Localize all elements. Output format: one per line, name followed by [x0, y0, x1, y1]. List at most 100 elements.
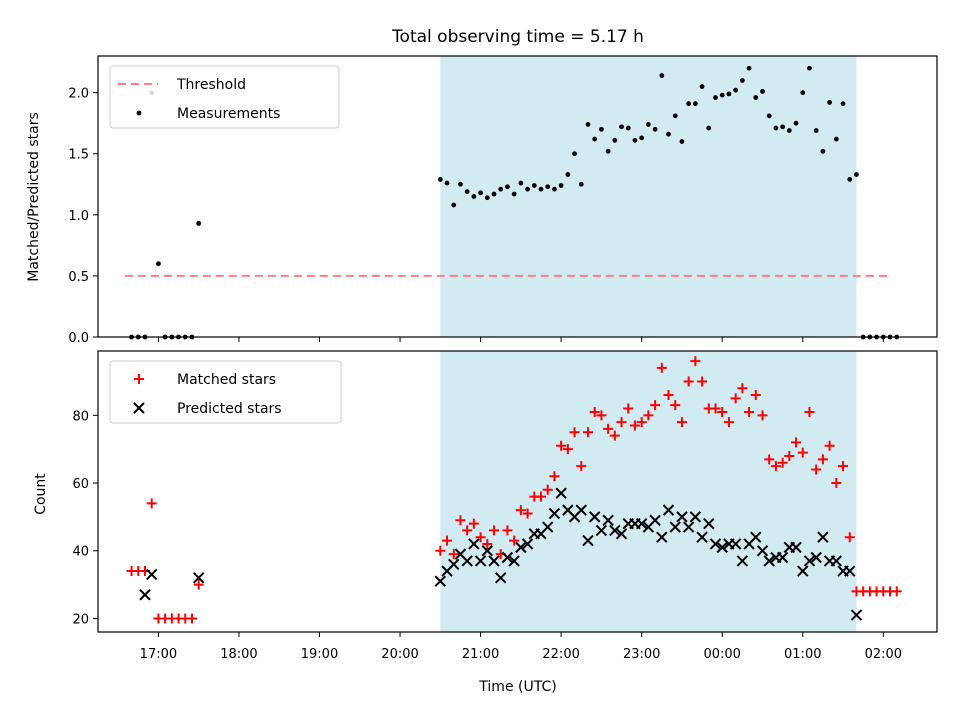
predicted-stars-point: [830, 555, 843, 567]
measurements-point: [558, 183, 564, 188]
measurements-point: [572, 151, 577, 157]
matched-stars-point: [482, 538, 493, 549]
matched-stars-point: [670, 400, 681, 411]
x-tick-label: 02:00: [865, 647, 902, 662]
predicted-stars-point: [145, 568, 158, 581]
matched-stars-point: [582, 427, 593, 438]
y-tick-label: 2.0: [68, 87, 89, 102]
measurements-point: [733, 87, 739, 93]
predicted-stars-point: [508, 555, 520, 567]
predicted-stars-point: [575, 504, 587, 516]
measurements-point: [619, 124, 624, 130]
matched-stars-point: [723, 417, 734, 428]
measurements-point: [478, 190, 483, 196]
count-y-axis-label: Count: [33, 473, 49, 515]
matched-stars-point: [697, 376, 708, 387]
x-tick-label: 00:00: [703, 647, 740, 662]
measurements-point: [746, 65, 752, 71]
matched-stars-point: [616, 417, 627, 428]
plot-frame: [97, 350, 938, 633]
predicted-stars-point: [709, 538, 722, 550]
matched-stars-point: [744, 406, 755, 417]
matched-stars-point: [442, 535, 453, 546]
matched-stars-point: [844, 532, 855, 543]
measurements-point: [605, 148, 611, 154]
matched-stars-point: [186, 613, 197, 624]
measurements-point: [666, 131, 671, 137]
measurements-point: [525, 186, 530, 192]
predicted-stars-point: [521, 538, 534, 550]
plot-frame: [97, 55, 938, 338]
matched-stars-point: [824, 440, 835, 451]
measurements-point: [458, 181, 463, 187]
measurements-point: [545, 184, 551, 190]
measurements-point: [552, 186, 557, 192]
measurements-point: [793, 120, 799, 126]
matched-stars-point: [609, 430, 620, 441]
predicted-stars-point: [750, 531, 762, 543]
measurements-point: [833, 136, 839, 142]
predicted-stars-point: [609, 524, 621, 537]
matched-stars-point: [811, 464, 822, 475]
matched-stars-point: [502, 525, 513, 536]
x-tick-label: 21:00: [462, 647, 499, 662]
predicted-stars-point: [448, 558, 460, 570]
predicted-stars-point: [192, 572, 205, 584]
predicted-stars-point: [541, 521, 554, 533]
measurements-point: [780, 124, 786, 130]
measurements-point: [505, 184, 510, 190]
matched-stars-point: [797, 447, 808, 458]
measurements-point: [464, 189, 470, 195]
predicted-stars-point: [582, 534, 594, 547]
matched-stars-point: [448, 549, 459, 560]
measurements-point: [719, 92, 725, 98]
x-tick-label: 23:00: [623, 647, 660, 662]
measurements-point: [639, 135, 645, 141]
matched-stars-point: [489, 525, 500, 536]
predicted-stars-point: [797, 565, 809, 577]
predicted-stars-point: [595, 524, 608, 537]
predicted-stars-point: [468, 538, 480, 550]
matched-stars-point: [784, 450, 795, 461]
ratio-panel: 0.0 0.5 1.0 1.5 2.0 Threshold Measurements: [68, 55, 938, 346]
y-tick-label: 40: [72, 545, 89, 560]
legend-marker: [134, 374, 144, 384]
predicted-stars-point: [635, 517, 648, 530]
predicted-stars-point: [790, 541, 802, 554]
matched-stars-point: [817, 454, 828, 465]
predicted-stars-point: [602, 514, 614, 526]
measurements-point: [484, 195, 490, 201]
y-tick-label: 0.5: [68, 270, 89, 285]
predicted-stars-point: [850, 609, 863, 621]
matched-stars-point: [509, 535, 520, 546]
x-tick-label: 20:00: [381, 647, 418, 662]
predicted-stars-point: [803, 555, 816, 567]
measurements-point: [652, 126, 658, 132]
legend-label: Measurements: [177, 106, 280, 122]
measurements-point: [854, 172, 859, 177]
measurements-point: [786, 128, 792, 133]
matched-stars-point: [462, 525, 473, 536]
predicted-stars-point: [810, 551, 822, 564]
predicted-stars-point: [729, 538, 742, 550]
measurements-point: [686, 101, 692, 107]
legend-label: Predicted stars: [177, 401, 282, 417]
matched-stars-point: [676, 417, 687, 428]
matched-stars-point: [717, 406, 728, 417]
matched-stars-point: [515, 505, 526, 516]
matched-stars-point: [435, 545, 446, 556]
matched-stars-point: [770, 461, 781, 472]
matched-stars-point: [589, 406, 600, 417]
predicted-stars-point: [776, 551, 789, 564]
predicted-stars-point: [434, 575, 447, 587]
measurements-point: [444, 180, 450, 186]
predicted-stars-point: [515, 541, 527, 554]
predicted-stars-point: [656, 531, 668, 543]
measurements-point: [753, 95, 759, 100]
legend-label: Matched stars: [177, 372, 276, 388]
measurements-point: [599, 126, 604, 132]
predicted-stars-point: [662, 504, 675, 516]
matched-stars-point: [455, 515, 466, 526]
measurements-point: [760, 89, 765, 94]
